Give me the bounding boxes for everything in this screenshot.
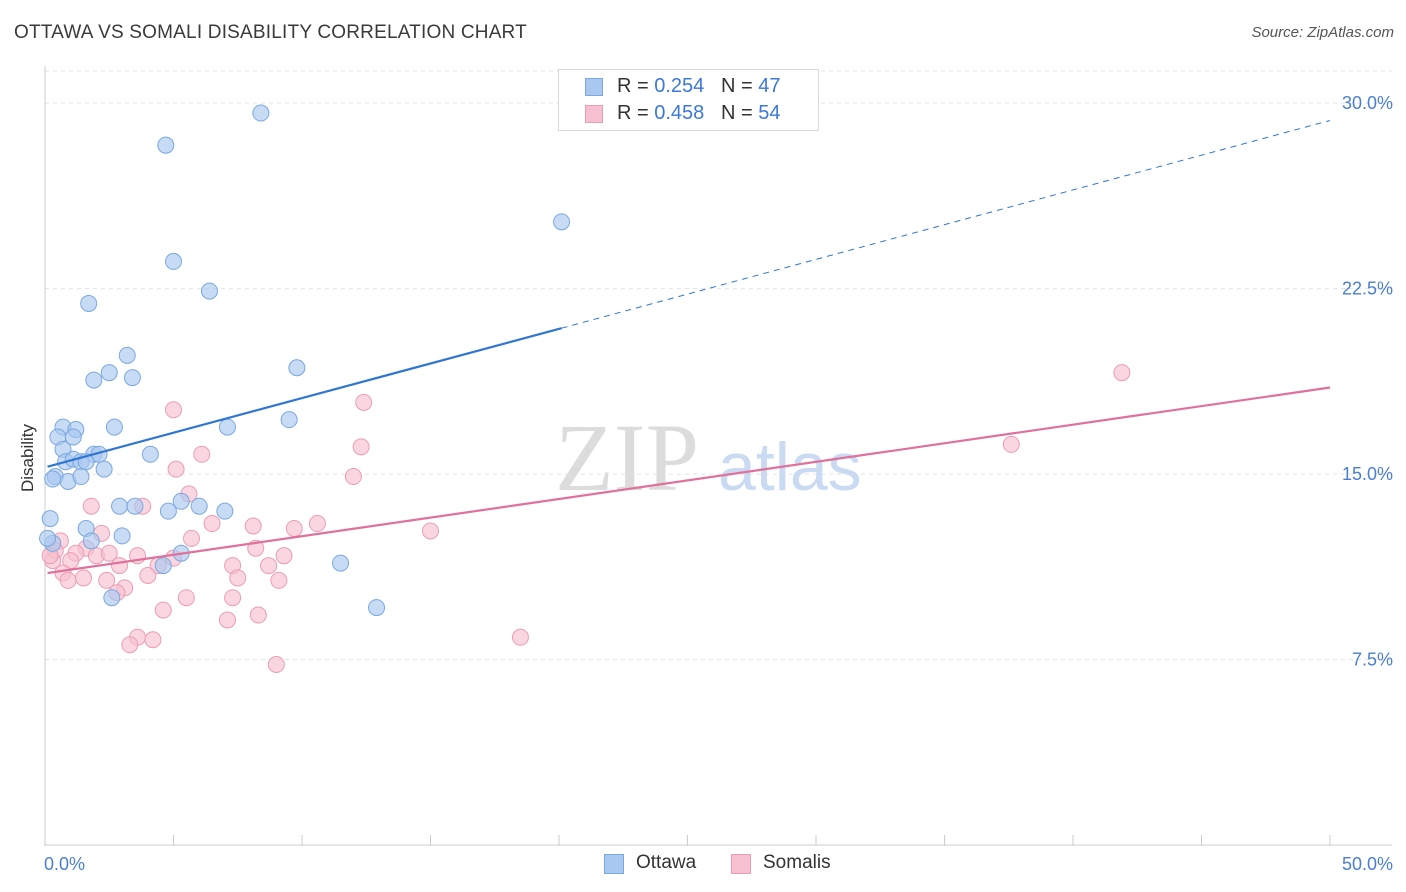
somalis-point xyxy=(249,606,267,624)
somalis-legend-swatch xyxy=(731,854,751,874)
somalis-point xyxy=(165,401,182,419)
ottawa-legend-swatch xyxy=(604,854,624,874)
somalis-point xyxy=(121,636,139,654)
somalis-point xyxy=(285,519,303,537)
somalis-point xyxy=(203,515,221,533)
somalis-point xyxy=(224,589,242,607)
somalis-point xyxy=(511,628,529,646)
ottawa-point xyxy=(126,497,144,515)
somalis-point xyxy=(244,517,262,535)
ottawa-point xyxy=(190,497,208,515)
stats-legend: R = 0.254 N = 47 R = 0.458 N = 54 xyxy=(558,69,819,131)
somalis-point xyxy=(154,601,172,619)
somalis-point xyxy=(177,589,195,607)
ottawa-point xyxy=(157,136,175,154)
ottawa-points xyxy=(39,104,571,617)
trend-lines xyxy=(47,119,1331,575)
y-tick-label: 15.0% xyxy=(1342,464,1393,484)
grid-lines xyxy=(45,70,1392,661)
ottawa-point xyxy=(82,532,100,550)
ottawa-point xyxy=(172,492,190,510)
somalis-point xyxy=(82,497,100,515)
ottawa-point xyxy=(123,369,141,387)
ottawa-point xyxy=(113,527,131,545)
ottawa-point xyxy=(118,346,136,364)
somalis-point xyxy=(98,571,116,589)
somalis-point xyxy=(260,557,278,575)
ottawa-point xyxy=(80,294,98,312)
ottawa-point xyxy=(332,554,350,572)
watermark-zip: ZIP xyxy=(555,404,699,511)
ottawa-point xyxy=(368,599,386,617)
ottawa-point xyxy=(216,502,234,520)
somalis-point xyxy=(1002,435,1020,453)
somalis-point xyxy=(139,566,157,584)
somalis-point xyxy=(352,438,370,456)
ottawa-point xyxy=(44,470,62,488)
somalis-point xyxy=(308,515,326,533)
watermark-atlas: atlas xyxy=(718,429,862,505)
somalis-point xyxy=(229,569,247,587)
somalis-point xyxy=(182,529,200,547)
ottawa-point xyxy=(103,589,121,607)
axes xyxy=(44,66,1392,846)
somalis-point xyxy=(422,522,439,540)
ottawa-point xyxy=(95,460,113,478)
somalis-point xyxy=(144,631,162,649)
y-tick-label: 30.0% xyxy=(1342,93,1393,113)
somalis-point xyxy=(218,611,236,629)
ottawa-point xyxy=(105,418,123,436)
somalis-point xyxy=(111,557,129,575)
legend-ottawa-text: R = 0.254 N = 47 xyxy=(617,75,781,97)
y-tick-label: 7.5% xyxy=(1352,650,1393,670)
ottawa-point xyxy=(100,364,118,382)
ottawa-point xyxy=(39,529,57,547)
ottawa-point xyxy=(154,557,172,575)
x-tick-label-max: 50.0% xyxy=(1342,854,1393,874)
ottawa-point xyxy=(200,282,218,300)
ottawa-point xyxy=(252,104,270,122)
somalis-point xyxy=(167,460,185,478)
ottawa-point xyxy=(288,359,306,377)
somalis-point xyxy=(275,547,293,565)
y-tick-labels: 7.5% 15.0% 22.5% 30.0% xyxy=(1342,93,1393,669)
ottawa-point xyxy=(218,418,236,436)
ottawa-swatch xyxy=(585,78,603,96)
ottawa-point xyxy=(280,411,298,429)
ottawa-legend-label: Ottawa xyxy=(636,852,697,873)
y-tick-label: 22.5% xyxy=(1342,279,1393,299)
somalis-point xyxy=(270,571,288,589)
somalis-swatch xyxy=(585,105,603,123)
ottawa-trend-extension xyxy=(561,119,1331,329)
ottawa-point xyxy=(72,468,90,486)
somalis-point xyxy=(355,393,373,411)
somalis-point xyxy=(59,571,77,589)
legend-somalis-text: R = 0.458 N = 54 xyxy=(617,102,781,124)
ottawa-point xyxy=(165,252,182,270)
somalis-point xyxy=(100,544,118,562)
ottawa-point xyxy=(64,428,82,446)
somalis-point xyxy=(1113,364,1131,382)
ottawa-point xyxy=(41,510,59,528)
somalis-point xyxy=(75,569,93,587)
ottawa-trend-line xyxy=(47,327,562,468)
somalis-legend-label: Somalis xyxy=(763,852,831,873)
ottawa-point xyxy=(159,502,177,520)
source-label: Source: ZipAtlas.com xyxy=(1251,24,1394,41)
chart-title: OTTAWA VS SOMALI DISABILITY CORRELATION … xyxy=(14,22,527,43)
ottawa-point xyxy=(553,213,571,231)
ottawa-point xyxy=(85,371,103,389)
series-legend: Ottawa Somalis xyxy=(0,852,1406,876)
ottawa-point xyxy=(141,445,159,463)
x-tick-label-min: 0.0% xyxy=(44,854,85,874)
somalis-trend-line xyxy=(47,386,1331,575)
somalis-point xyxy=(193,445,211,463)
y-axis-label: Disability xyxy=(18,423,37,492)
somalis-point xyxy=(267,655,285,673)
ottawa-point xyxy=(111,497,129,515)
somalis-point xyxy=(344,468,362,486)
x-tick-labels: 0.0% 50.0% xyxy=(44,854,1393,874)
